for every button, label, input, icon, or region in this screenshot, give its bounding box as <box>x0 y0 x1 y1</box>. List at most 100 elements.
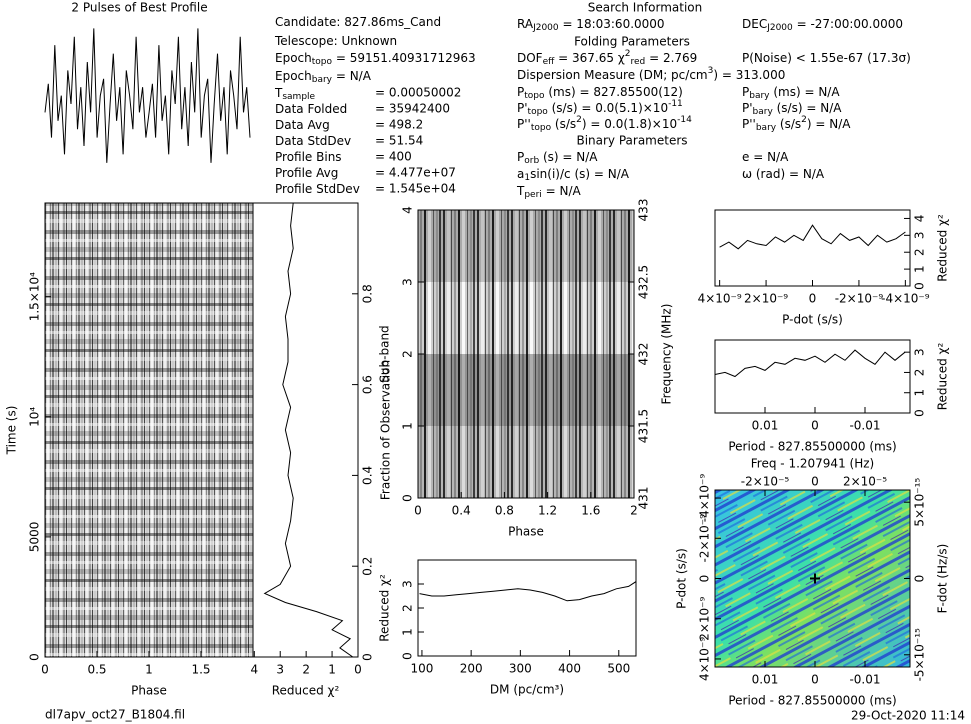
info-value: = 498.2 <box>375 118 423 132</box>
info-label: Profile StdDev <box>275 182 360 196</box>
y2-tick-label: 432 <box>637 343 651 366</box>
search-param: DOFeff = 367.65 χ2red = 2.769 <box>517 49 697 66</box>
y-axis-label: P-dot (s/s) <box>675 548 689 609</box>
text-segment: = 367.65 χ <box>554 51 624 65</box>
text-segment: 1 <box>524 173 530 183</box>
x-axis-label: Reduced χ² <box>272 684 340 698</box>
text-segment: P <box>517 85 524 99</box>
y2-tick-label: 431.5 <box>637 409 651 443</box>
text-segment: (s) = N/A <box>539 150 598 164</box>
y-tick-label: -2×10⁻⁹ <box>698 514 712 563</box>
search-param: Dispersion Measure (DM; pc/cm3) = 313.00… <box>517 66 785 81</box>
text-segment: topo <box>531 123 552 133</box>
x-tick-label: 2 <box>630 504 638 518</box>
text-segment: red <box>631 57 646 67</box>
data-line <box>714 349 906 378</box>
text-segment: P <box>742 85 749 99</box>
text-segment: orb <box>524 156 539 166</box>
section-heading: Folding Parameters <box>574 35 690 49</box>
info-value: = 0.00050002 <box>375 86 461 100</box>
y2-tick-label: 2 <box>913 369 927 377</box>
date: 29-Oct-2020 11:14 <box>851 709 965 723</box>
y-tick-label: 3 <box>401 580 415 588</box>
x-tick-label: 3 <box>276 663 284 677</box>
text-segment: = N/A <box>332 69 372 83</box>
x-tick-label: 2 <box>302 663 310 677</box>
text-segment: eff <box>543 57 556 67</box>
heatmap-image <box>45 203 253 657</box>
section-heading: Binary Parameters <box>576 134 687 148</box>
y2-tick-label: 433 <box>637 199 651 222</box>
text-segment: e = N/A <box>742 150 789 164</box>
y2-axis-label: Fraction of Observation <box>379 360 393 500</box>
search-param: e = N/A <box>742 150 789 164</box>
file-name: dl7apv_oct27_B1804.fil <box>45 708 185 722</box>
section-title: Search Information <box>588 1 703 15</box>
x-tick-label: 1 <box>328 663 336 677</box>
y2-tick-label: 0 <box>913 575 927 583</box>
x-tick-label: -2×10⁻⁹ <box>835 292 884 306</box>
y-tick-label: 2 <box>401 604 415 612</box>
x-tick-label: 4 <box>250 663 258 677</box>
y-tick-label: 2×10⁻⁹ <box>698 596 712 640</box>
y2-tick-label: 3 <box>913 348 927 356</box>
text-segment: (ms) = N/A <box>770 85 841 99</box>
y2-axis-label: Reduced χ² <box>936 343 950 411</box>
heatmap-image <box>418 210 634 498</box>
text-segment: Data StdDev <box>275 134 351 148</box>
text-segment: T <box>274 86 283 100</box>
info-value: = 51.54 <box>375 134 423 148</box>
text-segment: = -27:00:00.0000 <box>793 17 903 31</box>
text-segment: topo <box>528 107 549 117</box>
text-segment: topo <box>312 57 333 67</box>
text-segment: (s/s <box>776 117 801 131</box>
y-axis-label: Sub-band <box>378 325 392 382</box>
text-segment: bary <box>756 123 777 133</box>
y-axis-label: Time (s) <box>5 406 19 456</box>
x-tick-label: 0 <box>354 663 362 677</box>
subband-shade <box>418 426 634 498</box>
plot-frame <box>714 339 911 414</box>
info-value: = 4.477e+07 <box>375 166 456 180</box>
y2-tick-label: 1 <box>913 265 927 273</box>
y-tick-label: 1 <box>401 422 415 430</box>
search-param: RAJ2000 = 18:03:60.0000 <box>517 17 665 33</box>
x-tick-label: 0.4 <box>452 504 471 518</box>
x-tick-label: 0.5 <box>87 663 106 677</box>
text-segment: Epoch <box>275 51 312 65</box>
search-param: P'topo (s/s) = 0.0(5.1)×10-11 <box>517 99 683 116</box>
x-tick-label: 1.2 <box>538 504 557 518</box>
x-tick-label: 0 <box>811 419 819 433</box>
subband-shade <box>418 210 634 282</box>
text-segment: P'' <box>517 117 531 131</box>
x-tick-label: 4×10⁻⁹ <box>698 292 742 306</box>
y2-tick-label: 5×10⁻¹⁵ <box>913 478 927 527</box>
text-segment: J2000 <box>766 23 793 33</box>
x-axis-label: P-dot (s/s) <box>782 313 843 327</box>
x-axis-label: Phase <box>131 684 167 698</box>
x-tick-label: 0.01 <box>752 673 779 687</box>
y-tick-label: -4×10⁻⁹ <box>698 474 712 523</box>
text-segment: = 59151.40931712963 <box>332 51 476 65</box>
text-segment: Candidate: 827.86ms_Cand <box>275 15 441 29</box>
info-label: Tsample <box>274 86 316 102</box>
y2-tick-label: 0 <box>913 409 927 417</box>
search-param: P'bary (s/s) = N/A <box>742 101 842 117</box>
text-segment: = 18:03:60.0000 <box>559 17 665 31</box>
y2-tick-label: 0.8 <box>361 284 375 303</box>
text-segment: P(Noise) < 1.55e-67 (17.3σ) <box>742 51 911 65</box>
x2-axis-label: Freq - 1.207941 (Hz) <box>751 457 874 471</box>
y2-tick-label: 432.5 <box>637 265 651 299</box>
y-tick-label: 3 <box>401 278 415 286</box>
search-param: Ptopo (ms) = 827.85500(12) <box>517 85 683 101</box>
text-segment: DOF <box>517 51 543 65</box>
text-segment: (s/s) = N/A <box>773 101 842 115</box>
x-tick-label: 0 <box>809 292 817 306</box>
info-label: Data StdDev <box>275 134 351 148</box>
search-param: P(Noise) < 1.55e-67 (17.3σ) <box>742 51 911 65</box>
text-segment: DEC <box>742 17 767 31</box>
text-segment: J2000 <box>532 23 559 33</box>
x-tick-label: 2×10⁻⁹ <box>744 292 788 306</box>
info-value: = 1.545e+04 <box>375 182 456 196</box>
